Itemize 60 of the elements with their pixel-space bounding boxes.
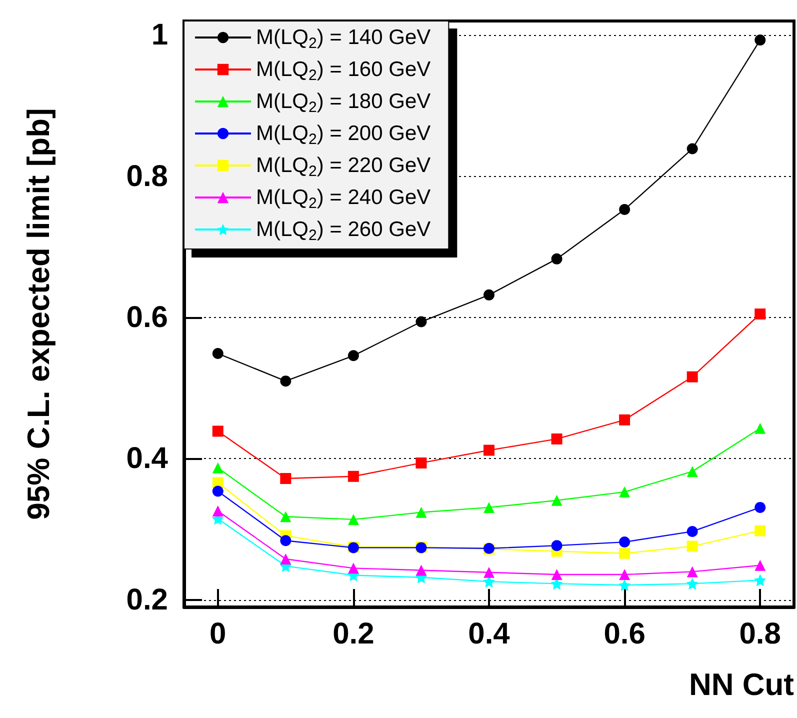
x-tick-label: 0	[210, 618, 226, 650]
point	[348, 562, 359, 574]
point	[754, 560, 766, 571]
point	[416, 316, 427, 328]
point	[686, 371, 698, 382]
point	[416, 457, 427, 468]
y-tick-label: 0.6	[126, 301, 168, 334]
point	[551, 253, 562, 264]
y-axis-title: 95% C.L. expected limit [pb]	[21, 108, 56, 520]
point	[280, 553, 292, 564]
point	[551, 433, 562, 444]
x-axis-title: NN Cut	[688, 667, 794, 702]
point	[348, 350, 359, 362]
point	[686, 578, 698, 590]
point	[754, 525, 766, 536]
point	[212, 348, 224, 360]
point	[551, 540, 562, 552]
x-tick-label: 0.8	[739, 618, 781, 650]
point	[484, 502, 494, 513]
point	[619, 486, 630, 498]
point	[619, 548, 630, 559]
point	[618, 579, 631, 592]
y-tick-label: 0.8	[126, 160, 168, 193]
point	[484, 289, 494, 300]
point	[280, 535, 292, 546]
point	[754, 574, 766, 586]
point	[754, 502, 766, 513]
y-tick-label: 1	[151, 18, 168, 52]
point	[280, 511, 292, 522]
x-tick-label: 0.4	[468, 618, 510, 650]
point	[686, 566, 698, 578]
x-tick-label: 0.6	[604, 618, 646, 650]
point	[619, 536, 630, 548]
point	[619, 204, 630, 216]
point	[212, 426, 224, 437]
point	[212, 505, 224, 516]
point	[686, 526, 698, 537]
point	[280, 473, 292, 484]
point	[686, 466, 698, 477]
point	[619, 414, 630, 426]
point	[754, 422, 766, 434]
point	[754, 308, 766, 320]
point	[686, 143, 698, 154]
point	[348, 470, 359, 482]
point	[551, 494, 562, 506]
point	[416, 506, 427, 518]
point	[551, 569, 562, 580]
point	[484, 444, 494, 456]
point	[484, 566, 494, 578]
point	[348, 514, 359, 525]
point	[212, 486, 224, 497]
point	[619, 569, 630, 580]
point	[212, 462, 224, 474]
point	[686, 540, 698, 552]
y-tick-label: 0.4	[126, 442, 168, 476]
point	[416, 564, 427, 576]
x-tick-label: 0.2	[332, 618, 374, 650]
y-tick-label: 0.2	[126, 583, 168, 616]
point	[280, 376, 292, 387]
point	[754, 34, 766, 46]
